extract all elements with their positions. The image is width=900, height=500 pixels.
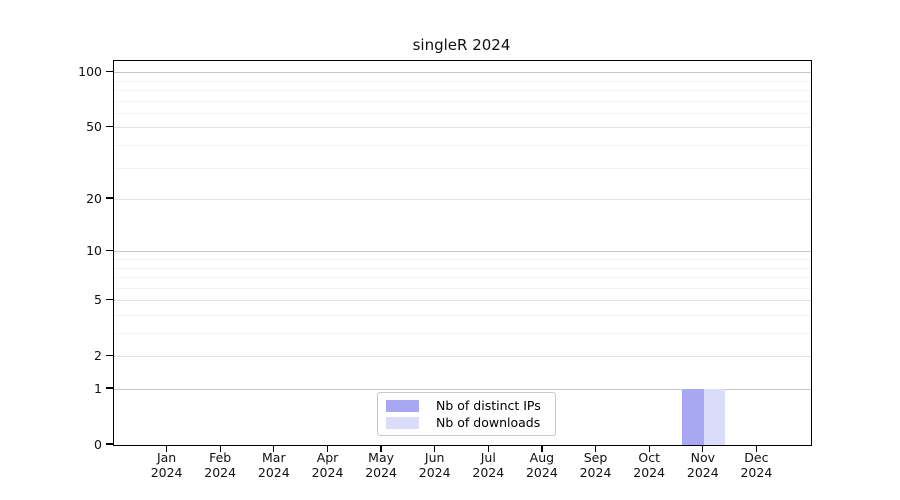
gridline bbox=[114, 356, 811, 358]
x-tick-mark bbox=[648, 445, 650, 452]
x-tick-label-month: Nov bbox=[690, 450, 715, 465]
y-tick-mark bbox=[106, 197, 113, 199]
y-tick-label: 10 bbox=[86, 242, 102, 258]
gridline-minor bbox=[114, 259, 811, 260]
x-tick-label-month: Jul bbox=[480, 450, 496, 465]
bar-distinct-ips bbox=[682, 389, 704, 445]
y-tick-label: 0 bbox=[94, 436, 102, 452]
x-tick-label-year: 2024 bbox=[525, 464, 558, 480]
y-tick-mark bbox=[106, 387, 113, 389]
x-tick-label-month: Dec bbox=[744, 450, 769, 465]
x-tick-label-year: 2024 bbox=[579, 464, 612, 480]
x-tick-label-month: Aug bbox=[529, 450, 555, 465]
gridline-minor bbox=[114, 80, 811, 82]
x-tick-label-month: Apr bbox=[316, 450, 339, 465]
x-tick-label: Aug 2024 bbox=[511, 450, 573, 480]
legend-item-distinct-ips: Nb of distinct IPs bbox=[386, 398, 547, 413]
gridline-minor bbox=[114, 315, 811, 316]
x-tick-mark bbox=[541, 445, 543, 452]
y-tick-label: 1 bbox=[94, 380, 102, 396]
gridline-minor bbox=[114, 90, 811, 91]
x-tick-mark bbox=[755, 445, 758, 452]
x-tick-label: Jul 2024 bbox=[457, 450, 519, 480]
gridline-major bbox=[114, 389, 811, 390]
gridline-minor bbox=[114, 267, 811, 269]
bar-downloads bbox=[703, 389, 726, 445]
x-tick-mark bbox=[487, 445, 489, 452]
x-tick-label-month: Sep bbox=[583, 450, 608, 465]
x-tick-label-month: Jan bbox=[156, 450, 177, 465]
x-tick-label: Oct 2024 bbox=[618, 450, 680, 480]
x-tick-label: Sep 2024 bbox=[565, 450, 627, 480]
legend-label-distinct-ips: Nb of distinct IPs bbox=[436, 398, 541, 413]
y-tick-mark bbox=[106, 354, 113, 356]
gridline-minor bbox=[114, 167, 811, 169]
y-tick-mark bbox=[106, 298, 113, 300]
x-tick-label-year: 2024 bbox=[365, 464, 397, 480]
x-tick-mark bbox=[326, 445, 329, 452]
x-tick-label: Apr 2024 bbox=[297, 450, 359, 480]
y-tick-label: 50 bbox=[86, 118, 102, 134]
y-tick-label: 20 bbox=[86, 190, 102, 206]
x-tick-label: Dec 2024 bbox=[725, 450, 787, 480]
gridline-minor bbox=[114, 100, 811, 102]
x-tick-label-month: May bbox=[368, 450, 395, 465]
x-tick-label-year: 2024 bbox=[633, 464, 666, 480]
chart-title: singleR 2024 bbox=[412, 36, 511, 54]
x-tick-label: Feb 2024 bbox=[189, 450, 251, 480]
x-tick-mark bbox=[702, 445, 704, 452]
gridline bbox=[114, 127, 811, 129]
x-tick-mark bbox=[594, 445, 597, 452]
gridline-minor bbox=[114, 277, 811, 278]
y-tick-mark bbox=[106, 70, 113, 72]
y-tick-mark bbox=[106, 443, 113, 445]
x-tick-label: Jan 2024 bbox=[136, 450, 198, 480]
x-tick-label: May 2024 bbox=[350, 450, 412, 480]
x-tick-label-year: 2024 bbox=[740, 464, 773, 480]
x-tick-label-year: 2024 bbox=[686, 464, 719, 480]
x-tick-label-year: 2024 bbox=[311, 464, 344, 480]
gridline-major bbox=[114, 251, 811, 253]
y-tick-label: 2 bbox=[94, 347, 102, 363]
legend: Nb of distinct IPs Nb of downloads bbox=[377, 392, 556, 436]
gridline-minor bbox=[114, 145, 811, 146]
x-tick-label-month: Mar bbox=[262, 450, 286, 465]
legend-item-downloads: Nb of downloads bbox=[386, 415, 547, 430]
x-tick-label-year: 2024 bbox=[204, 464, 237, 480]
y-tick-label: 100 bbox=[78, 63, 102, 79]
x-tick-mark bbox=[434, 445, 436, 452]
y-tick-label: 5 bbox=[94, 291, 102, 307]
x-tick-label-month: Jun bbox=[424, 450, 445, 465]
x-tick-label-month: Feb bbox=[209, 450, 232, 465]
x-tick-label-year: 2024 bbox=[257, 464, 290, 480]
x-tick-mark bbox=[219, 445, 221, 452]
x-tick-label: Mar 2024 bbox=[243, 450, 305, 480]
gridline bbox=[114, 199, 811, 201]
x-tick-label-month: Oct bbox=[638, 450, 660, 465]
y-tick-mark bbox=[106, 125, 113, 128]
x-tick-label-year: 2024 bbox=[418, 464, 451, 480]
x-tick-mark bbox=[380, 445, 382, 452]
legend-swatch-downloads-icon bbox=[386, 416, 419, 429]
x-tick-label: Jun 2024 bbox=[404, 450, 466, 480]
gridline-major bbox=[114, 72, 811, 74]
gridline-minor bbox=[114, 287, 811, 289]
legend-label-downloads: Nb of downloads bbox=[436, 415, 541, 430]
x-tick-label-year: 2024 bbox=[472, 464, 505, 480]
gridline-minor bbox=[114, 112, 811, 114]
x-tick-label: Nov 2024 bbox=[672, 450, 734, 480]
gridline bbox=[114, 300, 811, 302]
x-tick-mark bbox=[273, 445, 275, 452]
y-tick-mark bbox=[106, 249, 113, 251]
x-tick-mark bbox=[165, 445, 168, 452]
plot-area: Nb of distinct IPs Nb of downloads bbox=[113, 60, 812, 446]
legend-swatch-distinct-ips-icon bbox=[386, 399, 419, 412]
x-tick-label-year: 2024 bbox=[150, 464, 183, 480]
gridline-minor bbox=[114, 333, 811, 334]
